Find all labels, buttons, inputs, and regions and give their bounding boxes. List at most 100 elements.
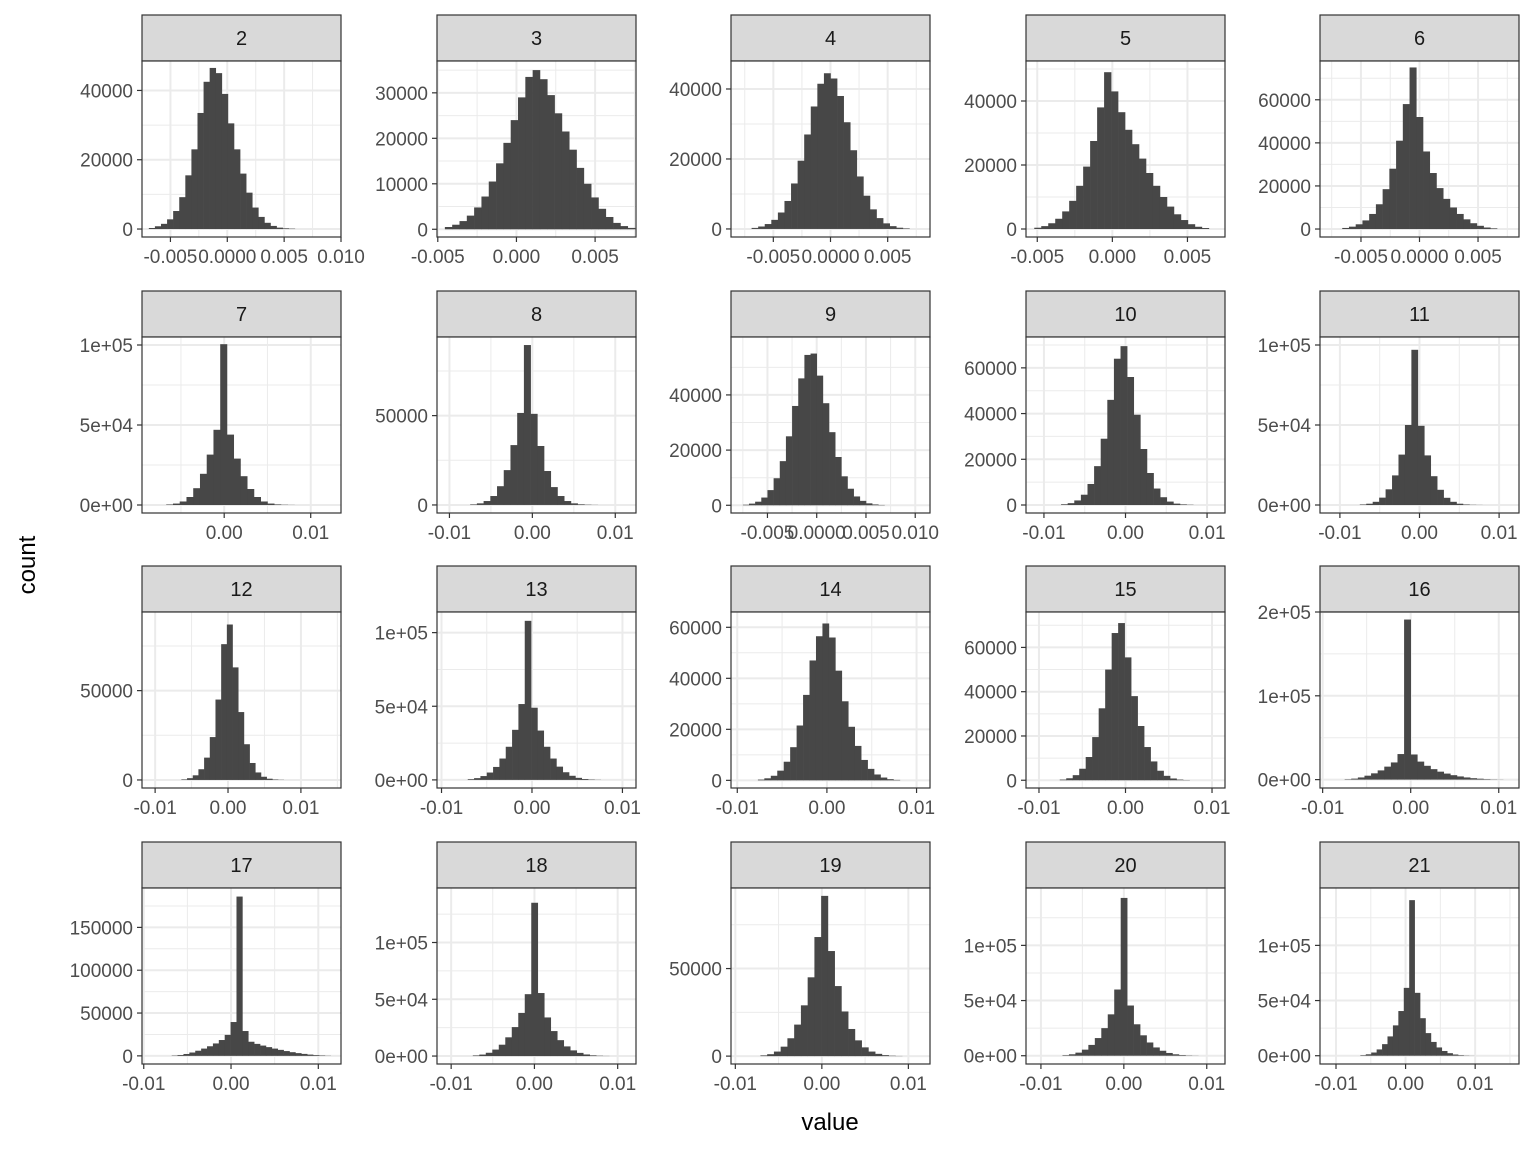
histogram-bar: [227, 123, 235, 230]
y-tick-label: 5e+04: [1258, 416, 1312, 437]
histogram-bar: [544, 471, 552, 505]
facet-panel-8: 8 -0.01 0.00 0.01 0 50000: [375, 290, 637, 544]
histogram-bar: [459, 221, 468, 230]
histogram-bar: [1132, 144, 1140, 229]
histogram-bar: [242, 1031, 249, 1056]
histogram-bar: [524, 994, 532, 1057]
facet-strip: [436, 565, 637, 613]
histogram-bar: [1429, 173, 1437, 230]
histogram-bar: [787, 1038, 795, 1057]
histogram-bar: [1094, 466, 1102, 505]
histogram-bar: [1443, 773, 1451, 780]
histogram-bar: [1366, 503, 1373, 505]
facet-panel-19: 19 -0.01 0.00 0.01 0 50000: [669, 841, 931, 1095]
histogram-bar: [1410, 754, 1418, 780]
histogram-bar: [798, 378, 805, 506]
y-tick-label: 1e+05: [1258, 336, 1311, 357]
histogram-bar: [193, 488, 201, 505]
histogram-bar: [1055, 218, 1063, 229]
histogram-bar: [249, 762, 256, 780]
histogram-bar: [1425, 1033, 1432, 1056]
y-tick-label: 0: [1006, 496, 1017, 517]
histogram-bar: [1179, 504, 1187, 505]
y-tick-label: 60000: [964, 359, 1017, 380]
histogram-bar: [1463, 777, 1471, 780]
x-tick-label: 0.00: [206, 523, 243, 544]
histogram-bar: [1397, 754, 1405, 780]
histogram-bar: [869, 209, 877, 229]
y-tick-label: 5e+04: [80, 416, 134, 437]
y-tick-label: 0: [711, 496, 722, 517]
panel-border: [436, 336, 637, 514]
histogram-bar: [1088, 1044, 1096, 1056]
y-tick-label: 0: [711, 220, 722, 241]
y-tick-label: 40000: [80, 81, 133, 102]
histogram-bar: [576, 1052, 584, 1057]
x-tick-label: 0.005: [864, 247, 912, 268]
y-tick-label: 40000: [669, 80, 722, 101]
histogram-bar: [1113, 358, 1121, 505]
histogram-bar: [444, 226, 453, 230]
histogram-bar: [1153, 1047, 1160, 1056]
x-tick-label: 0.000: [493, 247, 541, 268]
histogram-bar: [1384, 766, 1392, 780]
facet-strip: [730, 565, 931, 613]
histogram-bar: [1398, 1011, 1405, 1056]
x-tick-label: 0.01: [898, 798, 935, 819]
x-tick-label: 0.00: [808, 798, 845, 819]
histogram-bar: [810, 106, 818, 229]
histogram-bar: [313, 1055, 320, 1056]
histogram-bar: [1079, 768, 1086, 781]
histogram-bar: [1166, 206, 1175, 229]
facet-panel-3: 3 -0.005 0.000 0.005 0 10000 20000 30000: [375, 14, 637, 268]
y-tick-label: 0: [711, 1047, 722, 1068]
histogram-bar: [547, 95, 555, 230]
histogram-bar: [830, 78, 838, 229]
histogram-bar: [1150, 761, 1158, 781]
facet-strip-label: 15: [1114, 579, 1136, 601]
plot-area: [437, 888, 636, 1064]
plot-area: [1026, 61, 1225, 237]
x-tick-label: 0.00: [1387, 1074, 1424, 1095]
histogram-bar: [1463, 219, 1471, 230]
histogram-bar: [1379, 497, 1386, 505]
histogram-bar: [1414, 992, 1421, 1056]
histogram-bar: [518, 97, 526, 230]
histogram-bar: [562, 772, 570, 780]
histogram-bar: [1133, 1024, 1141, 1056]
histogram-bar: [570, 1050, 578, 1057]
x-tick-label: 0.01: [1457, 1074, 1494, 1095]
facet-strip-label: 11: [1409, 304, 1430, 326]
x-tick-label: 0.0000: [198, 247, 256, 268]
panel-border: [1319, 887, 1520, 1065]
histogram-bar: [1081, 1049, 1089, 1056]
histogram-bar: [209, 737, 216, 780]
x-tick-label: 0.01: [282, 798, 319, 819]
x-tick-label: 0.01: [300, 1074, 337, 1095]
x-tick-label: -0.01: [1017, 798, 1060, 819]
histogram-bar: [525, 76, 533, 230]
x-tick-label: -0.005: [1334, 247, 1388, 268]
x-tick-label: -0.01: [1019, 1074, 1062, 1095]
histogram-bar: [1476, 225, 1484, 230]
histogram-bar: [1483, 779, 1491, 780]
histogram-bar: [875, 1053, 883, 1057]
histogram-bar: [197, 112, 204, 230]
histogram-bar: [173, 211, 180, 230]
histogram-bar: [1430, 1041, 1437, 1056]
x-tick-label: -0.01: [429, 1074, 472, 1095]
histogram-bar: [1120, 346, 1128, 505]
y-tick-label: 0e+00: [375, 771, 428, 792]
histogram-bar: [215, 699, 222, 780]
histogram-bar: [767, 1054, 775, 1057]
histogram-bar: [554, 113, 563, 230]
histogram-bar: [209, 67, 217, 230]
y-tick-label: 10000: [375, 175, 428, 196]
histogram-bar: [1456, 213, 1464, 230]
x-tick-label: 0.01: [1480, 798, 1517, 819]
histogram-bar: [1437, 489, 1444, 505]
histogram-bar: [307, 1054, 314, 1056]
facet-panel-20: 20 -0.01 0.00 0.01 0e+00 5e+04 1e+05: [964, 841, 1226, 1095]
histogram-bar: [1490, 228, 1498, 230]
plot-area: [142, 888, 341, 1064]
